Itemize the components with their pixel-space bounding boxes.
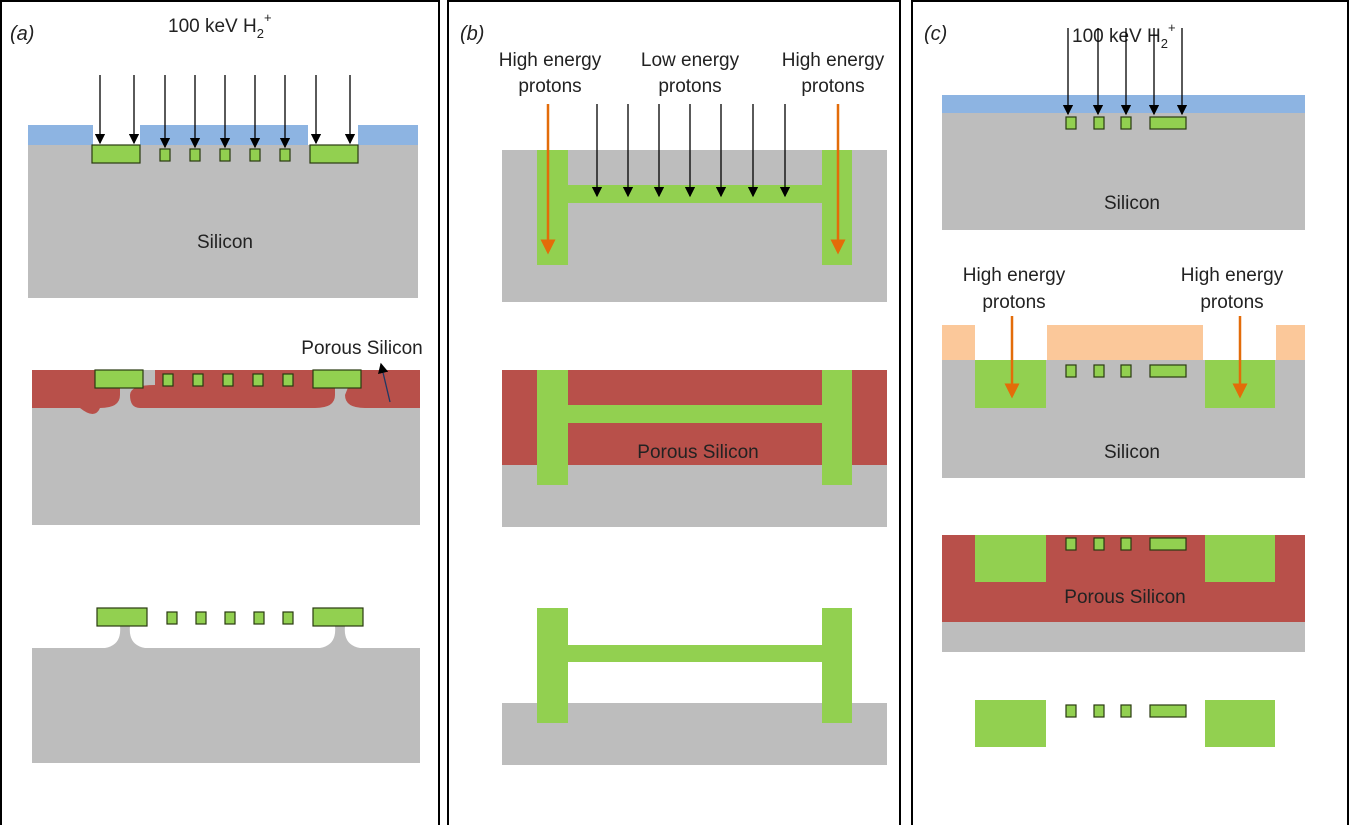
panel-a: (a) 100 keV H2+ Silicon Porous Silicon [10, 10, 423, 763]
diagram: (a) 100 keV H2+ Silicon Porous Silicon (… [0, 0, 1350, 825]
proton-label: protons [982, 292, 1045, 313]
layer [1150, 117, 1186, 129]
proton-label: protons [801, 76, 864, 97]
layer [537, 608, 568, 723]
layer [250, 149, 260, 161]
layer [1205, 700, 1275, 747]
layer [1094, 365, 1104, 377]
proton-label: High energy [499, 50, 602, 71]
layer [1094, 117, 1104, 129]
layer [92, 145, 140, 163]
label-part: 100 keV H [168, 16, 257, 37]
layer [283, 374, 293, 386]
layer [537, 370, 568, 485]
layer [163, 374, 173, 386]
porous-label: Porous Silicon [301, 338, 422, 359]
layer [1066, 538, 1076, 550]
proton-label: High energy [782, 50, 885, 71]
panel-b: (b) High energy protons Low energy proto… [460, 23, 887, 765]
layer [568, 405, 822, 423]
layer [1066, 365, 1076, 377]
layer [190, 149, 200, 161]
layer [1150, 365, 1186, 377]
layer [1047, 325, 1203, 360]
beam-label: 100 keV H2+ [1072, 20, 1176, 51]
porous-label: Porous Silicon [637, 442, 758, 463]
layer [95, 370, 143, 388]
layer [975, 360, 1046, 408]
layer [975, 700, 1046, 747]
layer [537, 150, 568, 265]
proton-label: High energy [963, 265, 1066, 286]
layer [1121, 365, 1131, 377]
proton-label: Low energy [641, 50, 740, 71]
layer [280, 149, 290, 161]
label-part: 2 [1161, 36, 1168, 51]
layer [97, 608, 147, 626]
layer [313, 608, 363, 626]
silicon-label: Silicon [1104, 193, 1160, 214]
layer [193, 374, 203, 386]
layer [975, 535, 1046, 582]
layer [283, 612, 293, 624]
layer [1150, 538, 1186, 550]
layer [822, 608, 852, 723]
panel-label: (a) [10, 23, 34, 45]
layer [220, 149, 230, 161]
proton-label: High energy [1181, 265, 1284, 286]
layer [358, 125, 418, 145]
layer [568, 645, 822, 662]
layer [1205, 535, 1275, 582]
layer [1094, 705, 1104, 717]
layer [568, 185, 822, 203]
silicon-label: Silicon [197, 232, 253, 253]
layer [1066, 117, 1076, 129]
layer [822, 370, 852, 485]
layer [1121, 117, 1131, 129]
porous-label: Porous Silicon [1064, 587, 1185, 608]
layer [1094, 538, 1104, 550]
panel-c: (c) 100 keV H2+ Silicon High energy prot… [924, 20, 1305, 747]
layer [160, 149, 170, 161]
layer [28, 125, 93, 145]
proton-label: protons [518, 76, 581, 97]
layer [1066, 705, 1076, 717]
label-part: + [1168, 20, 1176, 35]
proton-label: protons [658, 76, 721, 97]
layer [1121, 538, 1131, 550]
proton-label: protons [1200, 292, 1263, 313]
panel-label: (b) [460, 23, 484, 45]
beam-label: 100 keV H2+ [168, 10, 272, 41]
layer [310, 145, 358, 163]
panel-label: (c) [924, 23, 947, 45]
layer [32, 626, 420, 763]
layer [253, 374, 263, 386]
layer [28, 145, 418, 298]
layer [223, 374, 233, 386]
layer [942, 95, 1305, 113]
layer [942, 325, 975, 360]
label-part: 100 keV H [1072, 26, 1161, 47]
label-part: 2 [257, 26, 264, 41]
layer [254, 612, 264, 624]
layer [167, 612, 177, 624]
layer [225, 612, 235, 624]
layer [313, 370, 361, 388]
layer [1150, 705, 1186, 717]
label-part: + [264, 10, 272, 25]
layer [1121, 705, 1131, 717]
silicon-label: Silicon [1104, 442, 1160, 463]
layer [196, 612, 206, 624]
layer [1276, 325, 1305, 360]
